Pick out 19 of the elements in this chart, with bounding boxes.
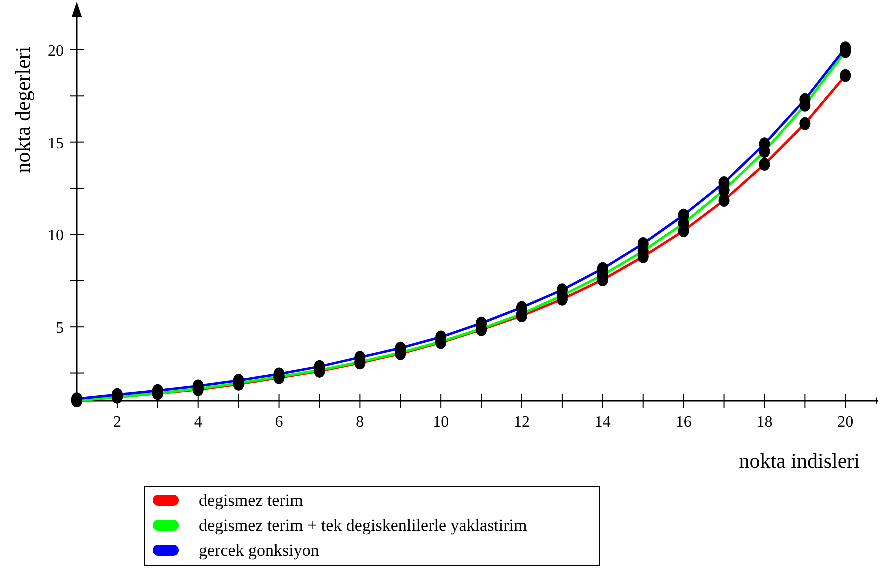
x-tick-label: 10 [433, 414, 450, 431]
x-tick-label: 14 [594, 414, 611, 431]
legend-label: degismez terim + tek degiskenlilerle yaklastirim [199, 516, 528, 535]
x-tick-label: 8 [356, 414, 364, 431]
y-tick-label: 10 [48, 228, 64, 245]
x-tick-label: 20 [838, 414, 854, 431]
x-tick-label: 16 [676, 414, 692, 431]
y-axis-title: nokta degerleri [11, 46, 35, 174]
y-tick-label: 15 [48, 135, 64, 152]
x-tick-label: 18 [756, 414, 773, 431]
legend-label: gercek gonksiyon [199, 541, 320, 560]
y-tick-label: 5 [56, 320, 64, 338]
x-tick-label: 6 [275, 414, 284, 431]
x-tick-label: 2 [113, 414, 122, 431]
legend-label: degismez terim [199, 491, 304, 510]
x-axis-title: nokta indisleri [739, 449, 860, 473]
x-tick-label: 4 [194, 414, 202, 431]
x-tick-label: 12 [514, 414, 530, 431]
y-tick-label: 20 [48, 42, 64, 60]
